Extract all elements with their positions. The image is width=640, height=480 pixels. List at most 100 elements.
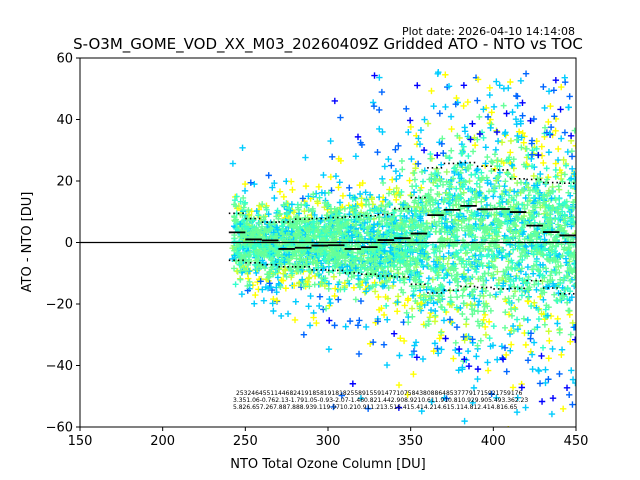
scatter-point bbox=[341, 205, 348, 212]
scatter-point bbox=[482, 227, 489, 234]
scatter-point bbox=[516, 275, 523, 282]
scatter-point bbox=[566, 258, 573, 265]
scatter-point bbox=[465, 363, 473, 370]
scatter-point bbox=[420, 252, 427, 259]
scatter-point bbox=[430, 300, 437, 307]
scatter-point bbox=[527, 117, 534, 125]
scatter-point bbox=[445, 83, 453, 90]
stats-row-counts: 2532464551144682419185819181825589155914… bbox=[236, 390, 522, 397]
scatter-point bbox=[547, 190, 554, 197]
scatter-point bbox=[496, 183, 503, 190]
scatter-point bbox=[383, 222, 390, 229]
scatter-point bbox=[501, 130, 508, 138]
scatter-point bbox=[446, 179, 453, 186]
scatter-point bbox=[569, 376, 576, 383]
scatter-point bbox=[264, 271, 271, 278]
scatter-point bbox=[410, 371, 417, 378]
scatter-point bbox=[242, 199, 249, 206]
scatter-point bbox=[253, 257, 260, 264]
scatter-point bbox=[507, 137, 515, 145]
scatter-point bbox=[505, 264, 512, 271]
scatter-point bbox=[419, 246, 426, 253]
scatter-point bbox=[543, 283, 550, 290]
scatter-point bbox=[553, 269, 560, 276]
scatter-point bbox=[237, 198, 244, 205]
scatter-point bbox=[409, 292, 416, 299]
scatter-point bbox=[364, 275, 371, 282]
scatter-point bbox=[518, 249, 525, 256]
scatter-point bbox=[380, 231, 387, 238]
scatter-point bbox=[292, 298, 299, 305]
scatter-point bbox=[446, 287, 454, 294]
scatter-point bbox=[390, 330, 398, 337]
scatter-point bbox=[320, 171, 327, 179]
scatter-point bbox=[279, 253, 286, 260]
scatter-point bbox=[530, 203, 537, 210]
scatter-point bbox=[492, 146, 500, 154]
scatter-point bbox=[554, 320, 561, 327]
scatter-point bbox=[284, 310, 292, 317]
scatter-point bbox=[555, 221, 562, 228]
scatter-point bbox=[271, 220, 278, 227]
scatter-point bbox=[349, 203, 356, 210]
scatter-point bbox=[431, 249, 438, 256]
scatter-point bbox=[339, 232, 346, 239]
scatter-point bbox=[538, 243, 545, 250]
scatter-point bbox=[313, 319, 320, 327]
scatter-point bbox=[288, 178, 295, 185]
scatter-point bbox=[421, 116, 428, 123]
scatter-point bbox=[487, 307, 494, 314]
scatter-point bbox=[542, 245, 549, 252]
scatter-point bbox=[488, 158, 495, 165]
scatter-point bbox=[331, 292, 338, 300]
scatter-point bbox=[382, 263, 389, 270]
scatter-point bbox=[420, 291, 427, 298]
scatter-point bbox=[487, 240, 494, 247]
scatter-point bbox=[453, 288, 460, 295]
scatter-point bbox=[568, 165, 576, 173]
scatter-point bbox=[571, 249, 576, 256]
scatter-point bbox=[509, 162, 516, 169]
scatter-point bbox=[409, 183, 416, 190]
scatter-point bbox=[533, 186, 540, 193]
bin-stats-table: 2532464551144682419185819181825589155914… bbox=[233, 390, 528, 411]
scatter-point bbox=[330, 403, 337, 411]
scatter-point bbox=[527, 335, 534, 342]
scatter-point bbox=[511, 288, 519, 295]
scatter-point bbox=[502, 351, 510, 359]
scatter-point bbox=[510, 188, 518, 195]
scatter-point bbox=[519, 129, 526, 137]
scatter-point bbox=[238, 233, 245, 240]
scatter-point bbox=[430, 246, 437, 253]
scatter-point bbox=[406, 177, 413, 184]
scatter-point bbox=[430, 258, 438, 265]
scatter-point bbox=[510, 323, 517, 330]
scatter-point bbox=[428, 196, 435, 203]
scatter-point bbox=[482, 194, 489, 201]
scatter-point bbox=[437, 236, 444, 243]
scatter-point bbox=[437, 178, 444, 185]
scatter-point bbox=[399, 221, 406, 228]
scatter-point bbox=[414, 82, 421, 89]
scatter-point bbox=[286, 260, 293, 267]
scatter-point bbox=[305, 266, 312, 273]
scatter-point bbox=[440, 262, 447, 269]
scatter-point bbox=[428, 285, 435, 292]
scatter-point bbox=[302, 222, 309, 229]
scatter-point bbox=[567, 331, 574, 338]
scatter-point bbox=[517, 179, 524, 186]
scatter-point bbox=[503, 240, 510, 247]
scatter-point bbox=[464, 249, 471, 256]
scatter-point bbox=[240, 194, 247, 201]
scatter-point bbox=[316, 293, 324, 300]
scatter-point bbox=[323, 202, 330, 209]
scatter-point bbox=[472, 221, 479, 228]
scatter-point bbox=[487, 292, 494, 299]
scatter-point bbox=[563, 384, 571, 391]
scatter-point bbox=[546, 337, 553, 344]
chart-title: S-O3M_GOME_VOD_XX_M03_20260409Z Gridded … bbox=[73, 35, 583, 54]
scatter-point bbox=[545, 376, 552, 383]
scatter-point bbox=[465, 227, 472, 234]
scatter-point bbox=[553, 242, 560, 249]
scatter-point bbox=[512, 116, 520, 123]
